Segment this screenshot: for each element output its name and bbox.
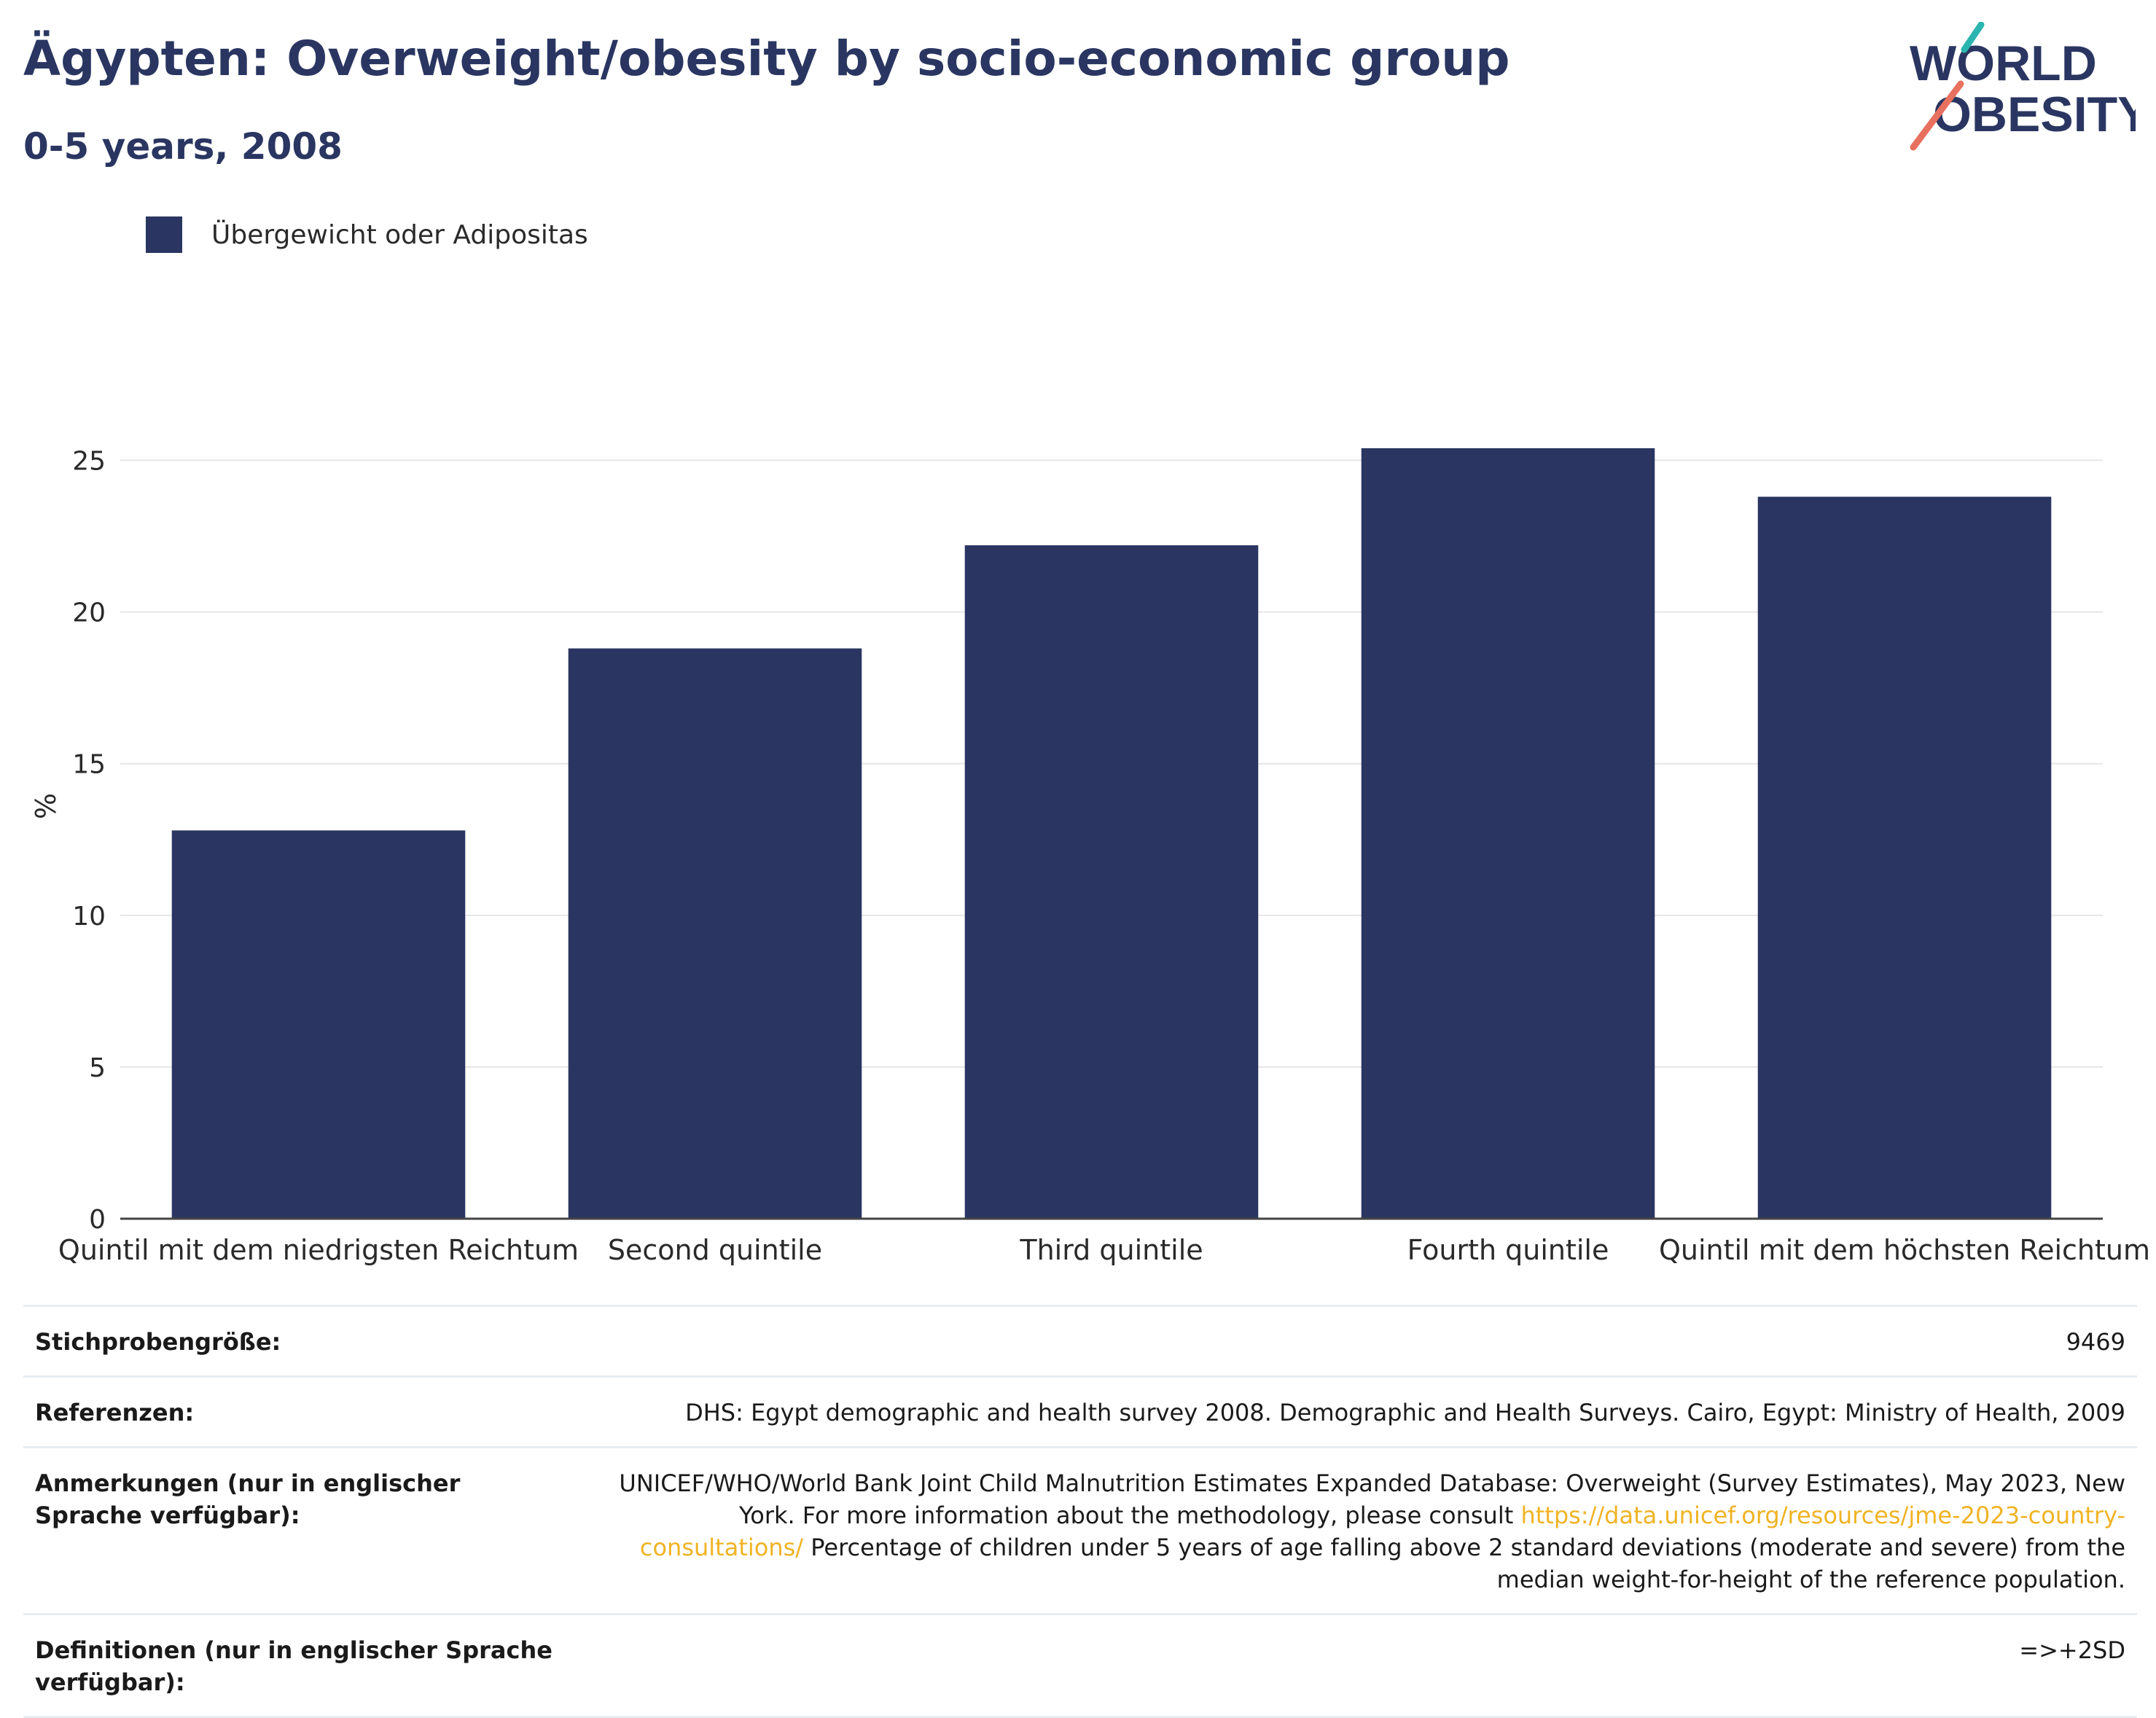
logo-coral-slash	[1910, 80, 1964, 151]
x-tick-label: Third quintile	[1019, 1234, 1203, 1266]
y-tick-label: 20	[72, 598, 106, 628]
bar	[568, 648, 862, 1219]
y-tick-label: 5	[89, 1053, 106, 1083]
logo-teal-slash	[1961, 22, 1985, 53]
notes-text-before: UNICEF/WHO/World Bank Joint Child Malnut…	[619, 1469, 2125, 1529]
definitions-label: Definitionen (nur in englischer Sprache …	[35, 1636, 552, 1696]
world-obesity-logo: WORLD OBESITY	[1910, 22, 2136, 151]
definitions-value: =>+2SD	[2019, 1636, 2125, 1664]
x-tick-label: Quintil mit dem niedrigsten Reichtum	[58, 1234, 579, 1266]
sample-size-label: Stichprobengröße:	[35, 1328, 281, 1356]
legend-label: Übergewicht oder Adipositas	[211, 219, 588, 250]
sample-size-value: 9469	[2066, 1328, 2125, 1356]
info-table: Stichprobengröße: 9469 Referenzen: DHS: …	[23, 1305, 2137, 1718]
info-row-references: Referenzen: DHS: Egypt demographic and h…	[23, 1375, 2137, 1446]
chart-title: Ägypten: Overweight/obesity by socio-eco…	[23, 31, 1510, 87]
info-row-definitions: Definitionen (nur in englischer Sprache …	[23, 1613, 2137, 1718]
notes-link[interactable]: https://data.unicef.org/resources/jme-20…	[639, 1502, 2125, 1561]
x-tick-label: Second quintile	[608, 1234, 822, 1266]
bar	[964, 545, 1259, 1219]
notes-text-after: Percentage of children under 5 years of …	[803, 1534, 2125, 1593]
info-row-notes: Anmerkungen (nur in englischer Sprache v…	[23, 1446, 2137, 1613]
logo-line2: OBESITY	[1933, 87, 2136, 142]
notes-value: UNICEF/WHO/World Bank Joint Child Malnut…	[609, 1467, 2125, 1596]
legend-swatch	[146, 216, 182, 253]
bar	[1361, 448, 1655, 1219]
references-label: Referenzen:	[35, 1399, 195, 1426]
bar-layer	[171, 448, 2052, 1219]
bar	[171, 830, 466, 1219]
chart-legend: Übergewicht oder Adipositas	[146, 216, 588, 254]
x-tick-label: Fourth quintile	[1407, 1234, 1609, 1266]
y-tick-label: 0	[89, 1205, 106, 1235]
y-axis-title: %	[30, 793, 62, 819]
y-tick-label: 10	[72, 902, 106, 932]
tick-layer: 0 5 10 15 20 25 Quintil mit dem niedrigsten Re…	[58, 447, 2150, 1266]
y-tick-label: 25	[72, 447, 106, 477]
references-value: DHS: Egypt demographic and health survey…	[685, 1399, 2125, 1426]
notes-label: Anmerkungen (nur in englischer Sprache v…	[35, 1469, 461, 1529]
bar-chart: 0 5 10 15 20 25 Quintil mit dem niedrigsten Re…	[30, 447, 2150, 1266]
logo-line1: WORLD	[1910, 36, 2097, 91]
chart-subtitle: 0-5 years, 2008	[23, 125, 343, 168]
info-row-sample-size: Stichprobengröße: 9469	[23, 1305, 2137, 1375]
bar	[1757, 496, 2052, 1219]
x-tick-label: Quintil mit dem höchsten Reichtum	[1659, 1234, 2150, 1266]
y-tick-label: 15	[72, 750, 106, 780]
